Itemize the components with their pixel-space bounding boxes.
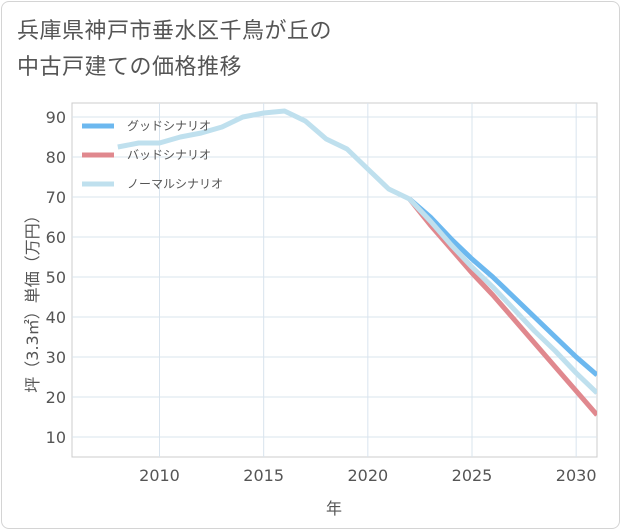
x-tick-label: 2010 [139,466,180,485]
y-tick-label: 40 [46,308,66,327]
x-tick-label: 2025 [452,466,493,485]
x-axis-ticks: 2010 2015 2020 2025 2030 [139,466,596,485]
chart-title: 兵庫県神戸市垂水区千鳥が丘の 中古戸建ての価格推移 [17,14,332,86]
grid [72,103,597,457]
y-tick-label: 30 [46,348,66,367]
chart-title-line-2: 中古戸建ての価格推移 [17,55,243,80]
series-line-1 [407,197,597,417]
y-axis-title: 坪（3.3㎡）単価（万円） [23,207,42,392]
x-tick-label: 2020 [347,466,388,485]
series-line-0 [407,197,597,377]
y-tick-label: 10 [46,428,66,447]
series-lines [117,108,597,417]
y-tick-label: 80 [46,148,66,167]
y-tick-label: 50 [46,268,66,287]
x-tick-label: 2030 [556,466,597,485]
y-tick-label: 70 [46,188,66,207]
y-tick-label: 90 [46,108,66,127]
legend-label-0: グッドシナリオ [127,119,211,133]
chart-title-line-1: 兵庫県神戸市垂水区千鳥が丘の [17,19,333,44]
y-tick-label: 20 [46,388,66,407]
legend-label-1: バッドシナリオ [127,148,211,162]
x-tick-label: 2015 [243,466,284,485]
y-tick-label: 60 [46,228,66,247]
x-axis-title: 年 [326,499,342,518]
legend-label-2: ノーマルシナリオ [127,177,223,191]
y-axis-ticks: 10 20 30 40 50 60 70 80 90 [46,108,66,447]
series-line-2 [117,108,597,395]
